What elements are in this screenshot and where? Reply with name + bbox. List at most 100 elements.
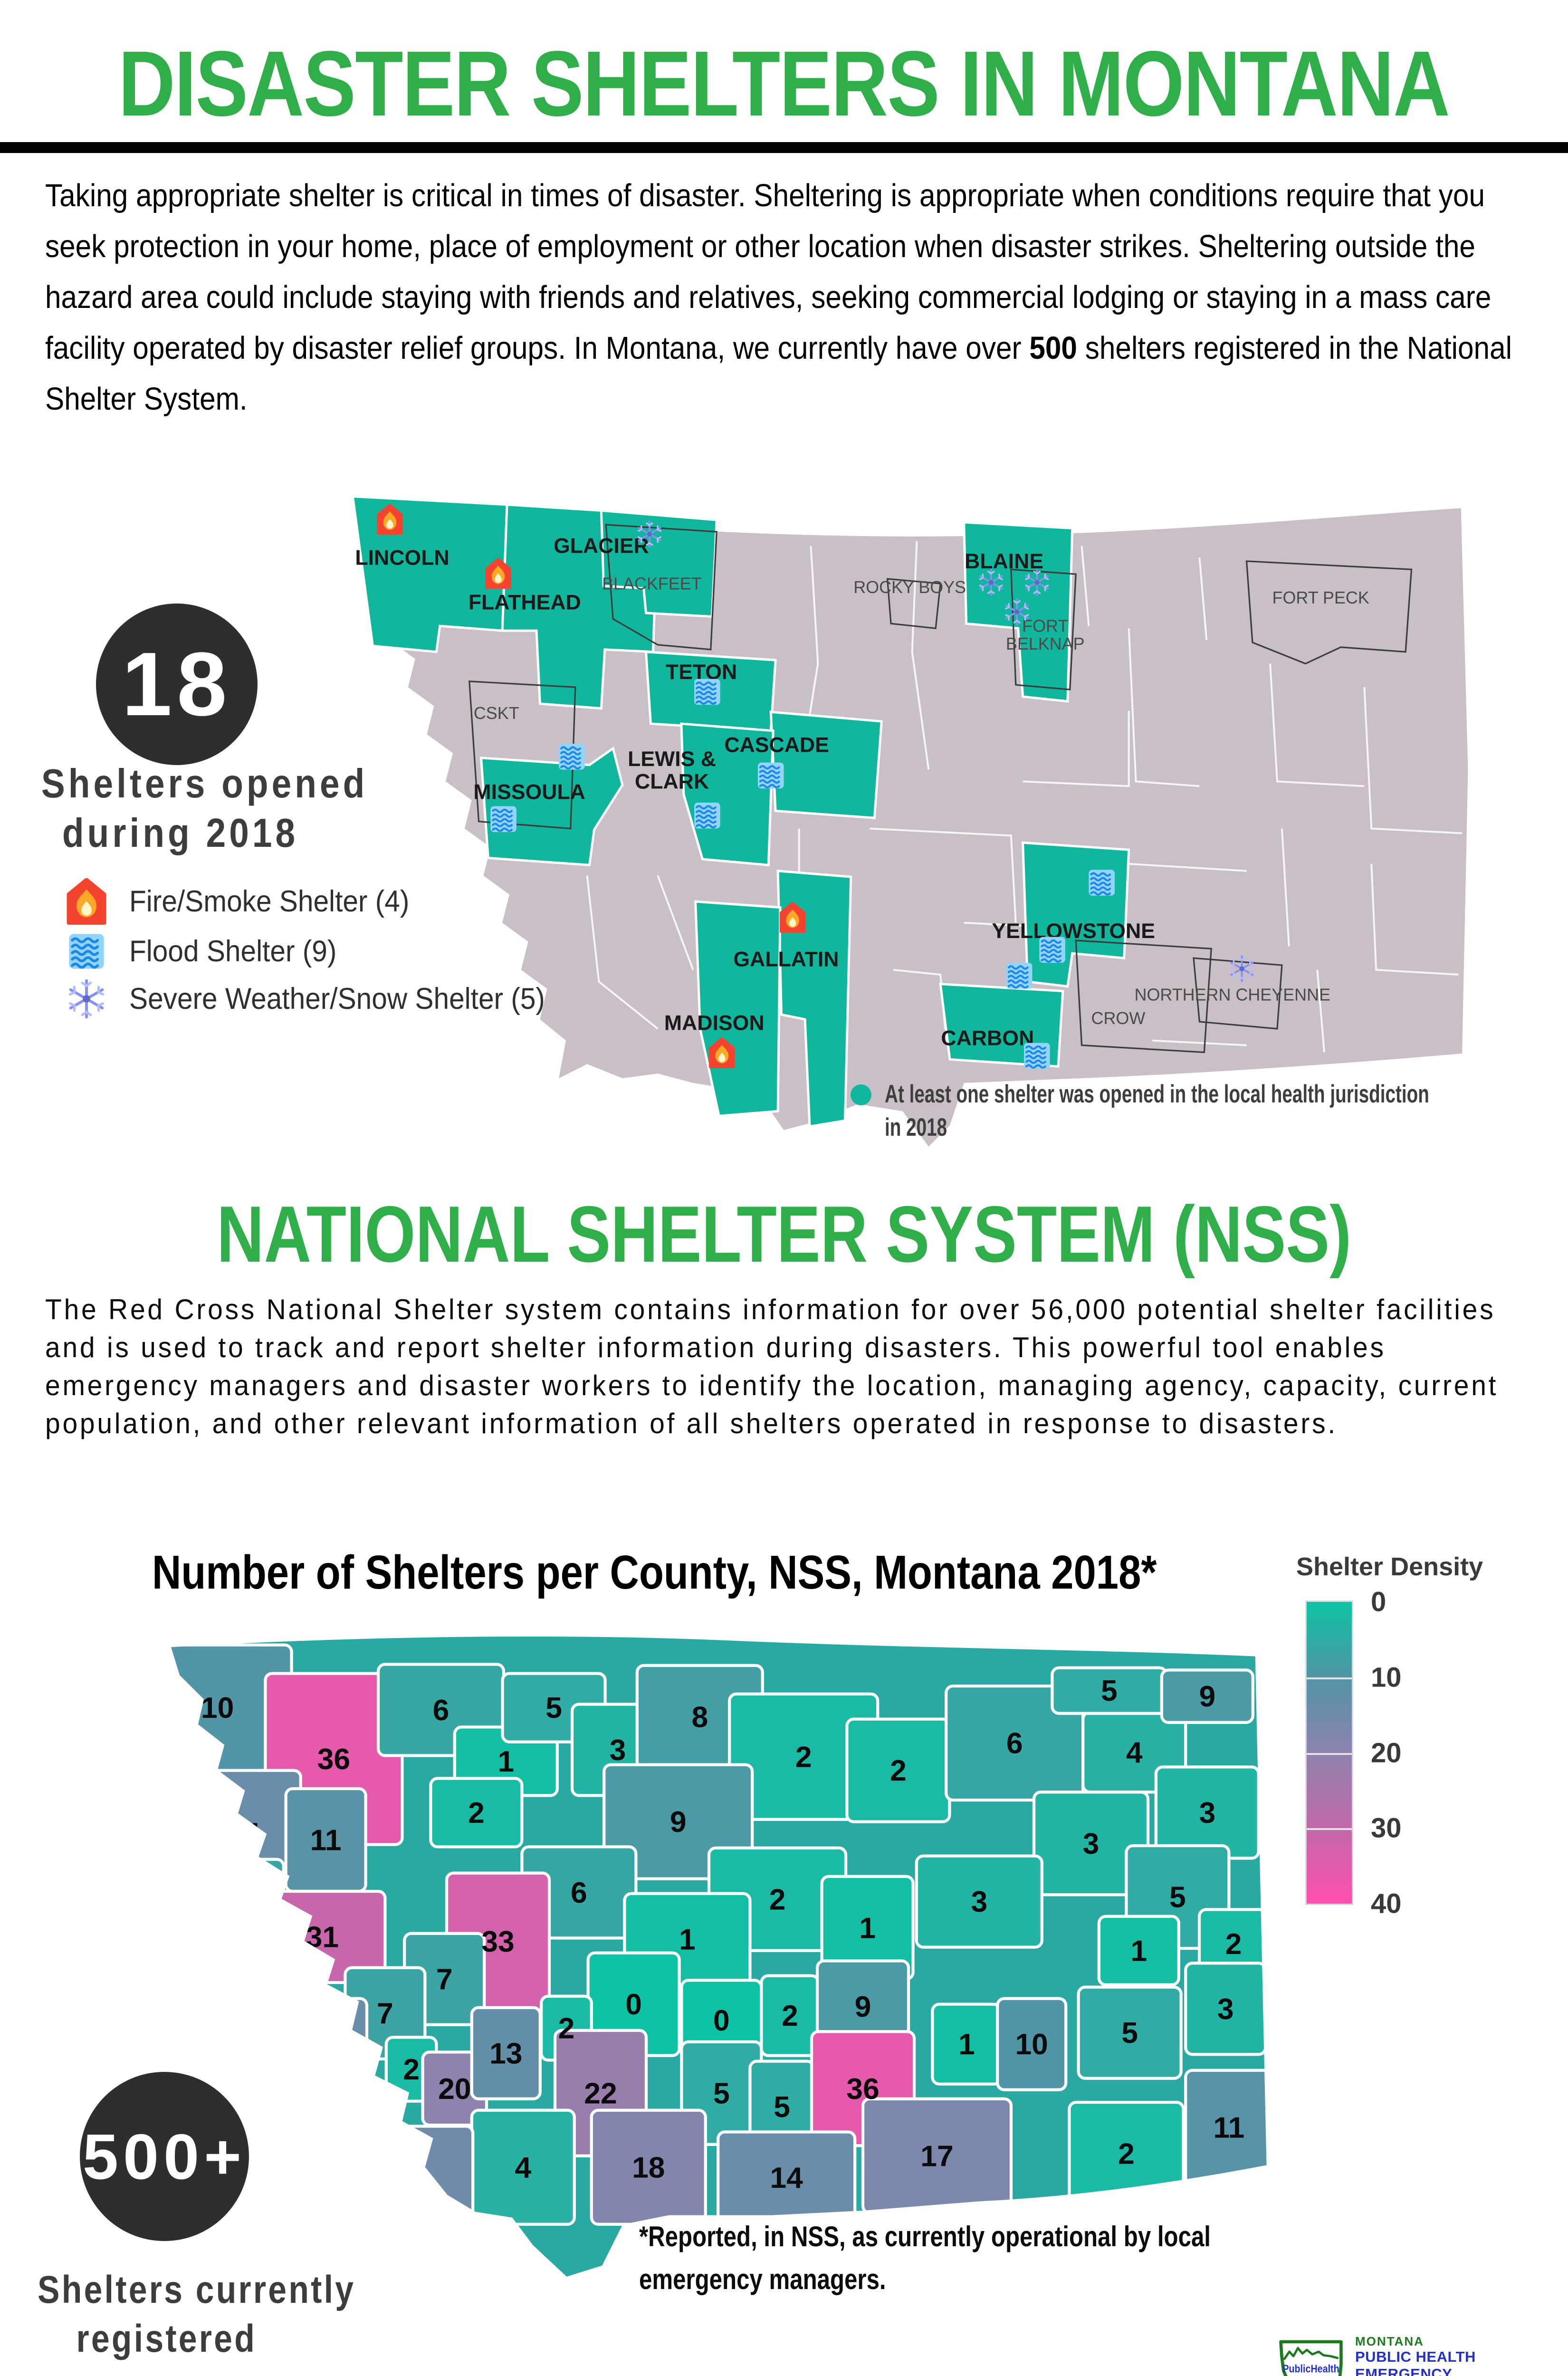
intro-paragraph: Taking appropriate shelter is critical i…: [45, 170, 1532, 424]
title-divider: [0, 142, 1568, 153]
county-value-label: 2: [558, 2012, 575, 2045]
county-value-label: 7: [436, 1963, 453, 1996]
county-value-label: 0: [713, 2004, 730, 2037]
county-boundary-line: [1128, 628, 1200, 787]
flood-shelter-icon: [1039, 937, 1065, 963]
county-boundary-line: [1363, 687, 1463, 834]
stat-shelters-opened-label: Shelters opened during 2018: [19, 759, 364, 858]
county-value-label: 3: [1199, 1797, 1215, 1830]
county-value-label: 3: [1217, 1993, 1234, 2026]
map1-county-label: BLAINE: [965, 550, 1043, 573]
county-value-label: 15: [399, 2173, 432, 2206]
nss-paragraph: The Red Cross National Shelter system co…: [45, 1293, 1499, 1439]
legend-label-fire: Fire/Smoke Shelter (4): [129, 885, 410, 918]
county-value-label: 9: [670, 1806, 687, 1839]
county-value-label: 18: [632, 2151, 665, 2184]
map1-reservation-label: NORTHERN CHEYENNE: [1135, 985, 1331, 1004]
map1-reservation-label: CSKT: [474, 703, 519, 723]
map1-note-text: At least one shelter was opened in the l…: [885, 1080, 1429, 1141]
county-shape: [1077, 1985, 1183, 2080]
map1-county-label: LINCOLN: [355, 546, 449, 569]
county-value-label: 5: [545, 1692, 562, 1725]
flood-shelter-icon: [1006, 963, 1033, 989]
map1-county-label: LEWIS & CLARK: [628, 747, 716, 793]
flood-shelter-icon: [559, 744, 585, 770]
snow-shelter-icon: [63, 978, 110, 1020]
flood-shelter-icon: [63, 932, 110, 970]
county-boundary-line: [1269, 663, 1365, 787]
flood-shelter-icon: [1024, 1043, 1050, 1069]
county-value-label: 5: [774, 2091, 790, 2124]
logo-montana: MONTANA: [1355, 2334, 1424, 2348]
county-boundary-line: [911, 541, 930, 770]
density-tick-40: 40: [1371, 1888, 1402, 1919]
stat-shelters-registered-value: 500+: [82, 2120, 247, 2193]
flood-shelter-icon: [694, 679, 720, 705]
county-value-label: 7: [377, 1997, 393, 2030]
county-value-label: 10: [1015, 2028, 1048, 2061]
registered-label-line1: Shelters currently: [38, 2268, 356, 2311]
density-tick-0: 0: [1371, 1586, 1386, 1618]
density-tick-30: 30: [1371, 1812, 1402, 1844]
county-value-label: 9: [1199, 1680, 1215, 1713]
intro-bold-500: 500: [1029, 330, 1077, 366]
public-health-406-logo: PublicHealth IN THE 406 MONTANA PUBLIC H…: [1277, 2334, 1568, 2376]
fire-shelter-icon: [63, 878, 110, 925]
county-value-label: 9: [855, 1991, 871, 2023]
legend-label-flood: Flood Shelter (9): [129, 935, 337, 968]
highlighted-county-shape: [680, 722, 774, 867]
map1-county-label: MISSOULA: [473, 781, 585, 804]
map1-reservation-label: CROW: [1091, 1008, 1146, 1028]
intro-text-2: shelters registered in the National Shel…: [45, 330, 1512, 417]
flood-shelter-icon: [490, 806, 516, 832]
montana-state-logo-icon: PublicHealth IN THE 406: [1279, 2340, 1343, 2376]
nss-heading: NATIONAL SHELTER SYSTEM (NSS): [217, 1189, 1351, 1279]
county-shape: [202, 1858, 285, 1941]
reservation-outline: [468, 680, 576, 830]
svg-text:IN THE 406: IN THE 406: [1292, 2374, 1330, 2376]
nss-section-header: NATIONAL SHELTER SYSTEM (NSS): [0, 1190, 1568, 1278]
county-value-label: 33: [481, 1926, 514, 1958]
county-value-label: 11: [310, 1824, 342, 1857]
county-value-label: 3: [971, 1886, 987, 1918]
county-boundary-line: [1370, 863, 1459, 976]
county-boundary-line: [870, 827, 1017, 923]
density-tick-10: 10: [1371, 1662, 1402, 1693]
county-boundary-line: [586, 875, 659, 1030]
map1-reservation-label: FORT BELKNAP: [1006, 616, 1085, 653]
map1-reservation-label: ROCKY BOYS: [853, 577, 966, 597]
density-legend-title: Shelter Density: [1296, 1552, 1483, 1581]
legend-label-snow: Severe Weather/Snow Shelter (5): [129, 982, 545, 1016]
reservation-outline: [1245, 560, 1413, 665]
map1-county-label: CASCADE: [724, 733, 829, 757]
intro-text-1: Taking appropriate shelter is critical i…: [45, 178, 1492, 366]
bar-separator: [1307, 1828, 1352, 1830]
map1-county-label: GALLATIN: [733, 948, 839, 971]
county-value-label: 8: [691, 1701, 708, 1734]
county-value-label: 6: [433, 1694, 449, 1727]
county-value-label: 10: [201, 1692, 234, 1725]
logo-public-health: PUBLIC HEALTH: [1355, 2348, 1476, 2366]
flood-shelter-icon: [1089, 870, 1115, 896]
county-value-label: 5: [1101, 1675, 1118, 1707]
county-value-label: 14: [227, 1817, 260, 1850]
highlighted-county-shape: [351, 495, 508, 653]
legend-row-flood: Flood Shelter (9): [63, 932, 576, 970]
flood-shelter-icon: [694, 803, 720, 829]
map1-county-label: CARBON: [941, 1027, 1034, 1050]
county-shape: [470, 2006, 542, 2100]
county-value-label: 22: [584, 2077, 617, 2110]
county-boundary-line: [1080, 546, 1090, 626]
county-value-label: 6: [571, 1877, 587, 1909]
legend-row-fire: Fire/Smoke Shelter (4): [63, 878, 576, 925]
county-shape: [1032, 1791, 1150, 1897]
logo-emergency-preparedness: EMERGENCY PREPAREDNESS: [1355, 2366, 1452, 2376]
map1-reservation-label: FORT PECK: [1272, 588, 1369, 607]
county-shape: [996, 1997, 1068, 2091]
stat-label-line2: during 2018: [62, 810, 299, 856]
county-value-label: 5: [1121, 2017, 1138, 2050]
county-boundary-line: [1281, 828, 1290, 947]
county-value-label: 1: [859, 1912, 876, 1945]
